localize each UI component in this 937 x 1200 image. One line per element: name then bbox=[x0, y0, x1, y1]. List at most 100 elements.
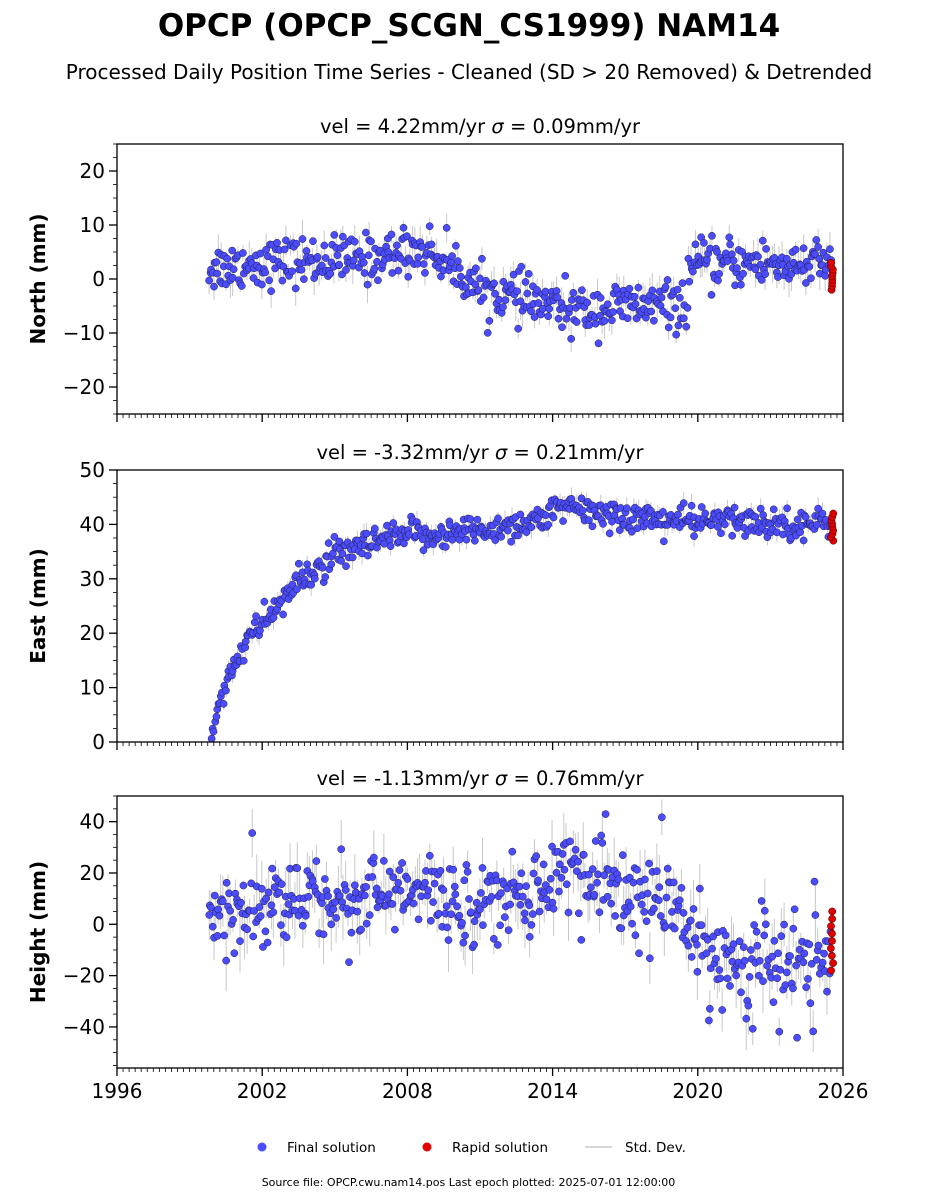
final-point bbox=[782, 968, 791, 977]
final-point bbox=[333, 251, 342, 260]
final-point bbox=[466, 515, 475, 523]
rapid-point bbox=[828, 907, 837, 916]
final-point bbox=[347, 928, 356, 937]
final-point bbox=[293, 864, 302, 872]
final-point bbox=[783, 254, 791, 263]
final-point bbox=[609, 308, 617, 316]
final-point bbox=[742, 1014, 751, 1023]
final-point bbox=[594, 339, 603, 348]
final-point bbox=[307, 580, 316, 589]
final-point bbox=[424, 886, 433, 895]
final-point bbox=[760, 906, 769, 915]
x-tick-label: 2020 bbox=[672, 1079, 723, 1103]
final-point bbox=[755, 956, 764, 965]
final-point bbox=[267, 287, 275, 295]
final-point bbox=[528, 910, 537, 918]
final-point bbox=[560, 865, 569, 874]
x-tick-label: 1996 bbox=[92, 1079, 143, 1103]
final-point bbox=[255, 903, 264, 911]
final-point bbox=[250, 618, 259, 627]
final-point bbox=[313, 253, 322, 261]
final-point bbox=[257, 884, 266, 893]
final-point bbox=[478, 254, 486, 263]
final-point bbox=[663, 276, 672, 284]
final-point bbox=[796, 528, 804, 537]
final-point bbox=[442, 902, 451, 911]
final-point bbox=[669, 878, 678, 887]
panel-east: 0 10 20 30 40 50 East (mm) vel = -3.32mm/yr σ =… bbox=[26, 441, 844, 754]
final-point bbox=[809, 1027, 818, 1036]
final-point bbox=[740, 956, 749, 965]
final-point bbox=[473, 515, 482, 524]
final-point bbox=[451, 241, 460, 250]
final-point bbox=[261, 927, 270, 936]
final-point bbox=[789, 984, 797, 993]
final-point bbox=[442, 224, 451, 232]
y-tick-label: 30 bbox=[80, 567, 105, 591]
final-point bbox=[558, 850, 567, 858]
final-point bbox=[523, 289, 532, 298]
final-point bbox=[737, 280, 745, 289]
final-point bbox=[427, 916, 435, 925]
final-point bbox=[472, 898, 481, 907]
final-point bbox=[762, 245, 770, 253]
final-point bbox=[804, 975, 812, 983]
final-point bbox=[780, 920, 788, 929]
final-point bbox=[687, 953, 696, 961]
final-point bbox=[425, 851, 434, 860]
final-point bbox=[586, 883, 595, 892]
final-point bbox=[549, 904, 558, 913]
final-point bbox=[747, 946, 755, 954]
final-point bbox=[623, 314, 632, 323]
final-point bbox=[365, 911, 374, 919]
final-point bbox=[601, 810, 610, 818]
final-point bbox=[597, 831, 606, 840]
final-point bbox=[429, 898, 437, 906]
final-point bbox=[335, 891, 344, 900]
final-point bbox=[279, 610, 287, 619]
final-point bbox=[748, 1024, 757, 1033]
final-point bbox=[564, 908, 573, 917]
final-point bbox=[207, 734, 216, 742]
final-point bbox=[434, 909, 443, 918]
final-point bbox=[682, 322, 691, 331]
final-point bbox=[337, 845, 346, 854]
final-point bbox=[421, 878, 429, 887]
final-point bbox=[223, 254, 232, 263]
rapid-point bbox=[827, 258, 836, 267]
final-point bbox=[447, 910, 456, 919]
final-point bbox=[527, 523, 536, 532]
y-tick-label: 40 bbox=[80, 512, 105, 536]
final-point bbox=[288, 580, 297, 589]
y-tick-label: 20 bbox=[80, 159, 105, 183]
final-point bbox=[791, 245, 800, 254]
final-point bbox=[578, 286, 586, 295]
final-point bbox=[363, 551, 372, 560]
final-point bbox=[673, 285, 682, 294]
final-point bbox=[318, 563, 327, 572]
panels: −20 −10 0 10 20 North (mm) vel = 4.22mm/yr σ =… bbox=[26, 115, 868, 1103]
final-point bbox=[693, 967, 702, 976]
final-point bbox=[300, 275, 308, 284]
final-point bbox=[479, 293, 488, 302]
rapid-point bbox=[829, 509, 838, 518]
final-point bbox=[236, 937, 244, 945]
final-point bbox=[463, 867, 472, 876]
final-point bbox=[622, 504, 631, 513]
legend-rapid-marker bbox=[422, 1142, 432, 1152]
final-point bbox=[427, 240, 436, 249]
final-point bbox=[585, 321, 594, 329]
final-point bbox=[213, 932, 222, 940]
final-point bbox=[294, 559, 303, 568]
final-point bbox=[256, 249, 265, 258]
final-point bbox=[721, 931, 730, 940]
final-point bbox=[362, 228, 370, 237]
final-point bbox=[633, 865, 641, 874]
final-point bbox=[572, 318, 581, 326]
final-point bbox=[793, 1033, 801, 1042]
final-point bbox=[769, 505, 778, 514]
final-point bbox=[544, 520, 553, 529]
final-point bbox=[394, 266, 403, 275]
y-tick-label: −40 bbox=[63, 1015, 105, 1039]
final-point bbox=[774, 949, 782, 958]
